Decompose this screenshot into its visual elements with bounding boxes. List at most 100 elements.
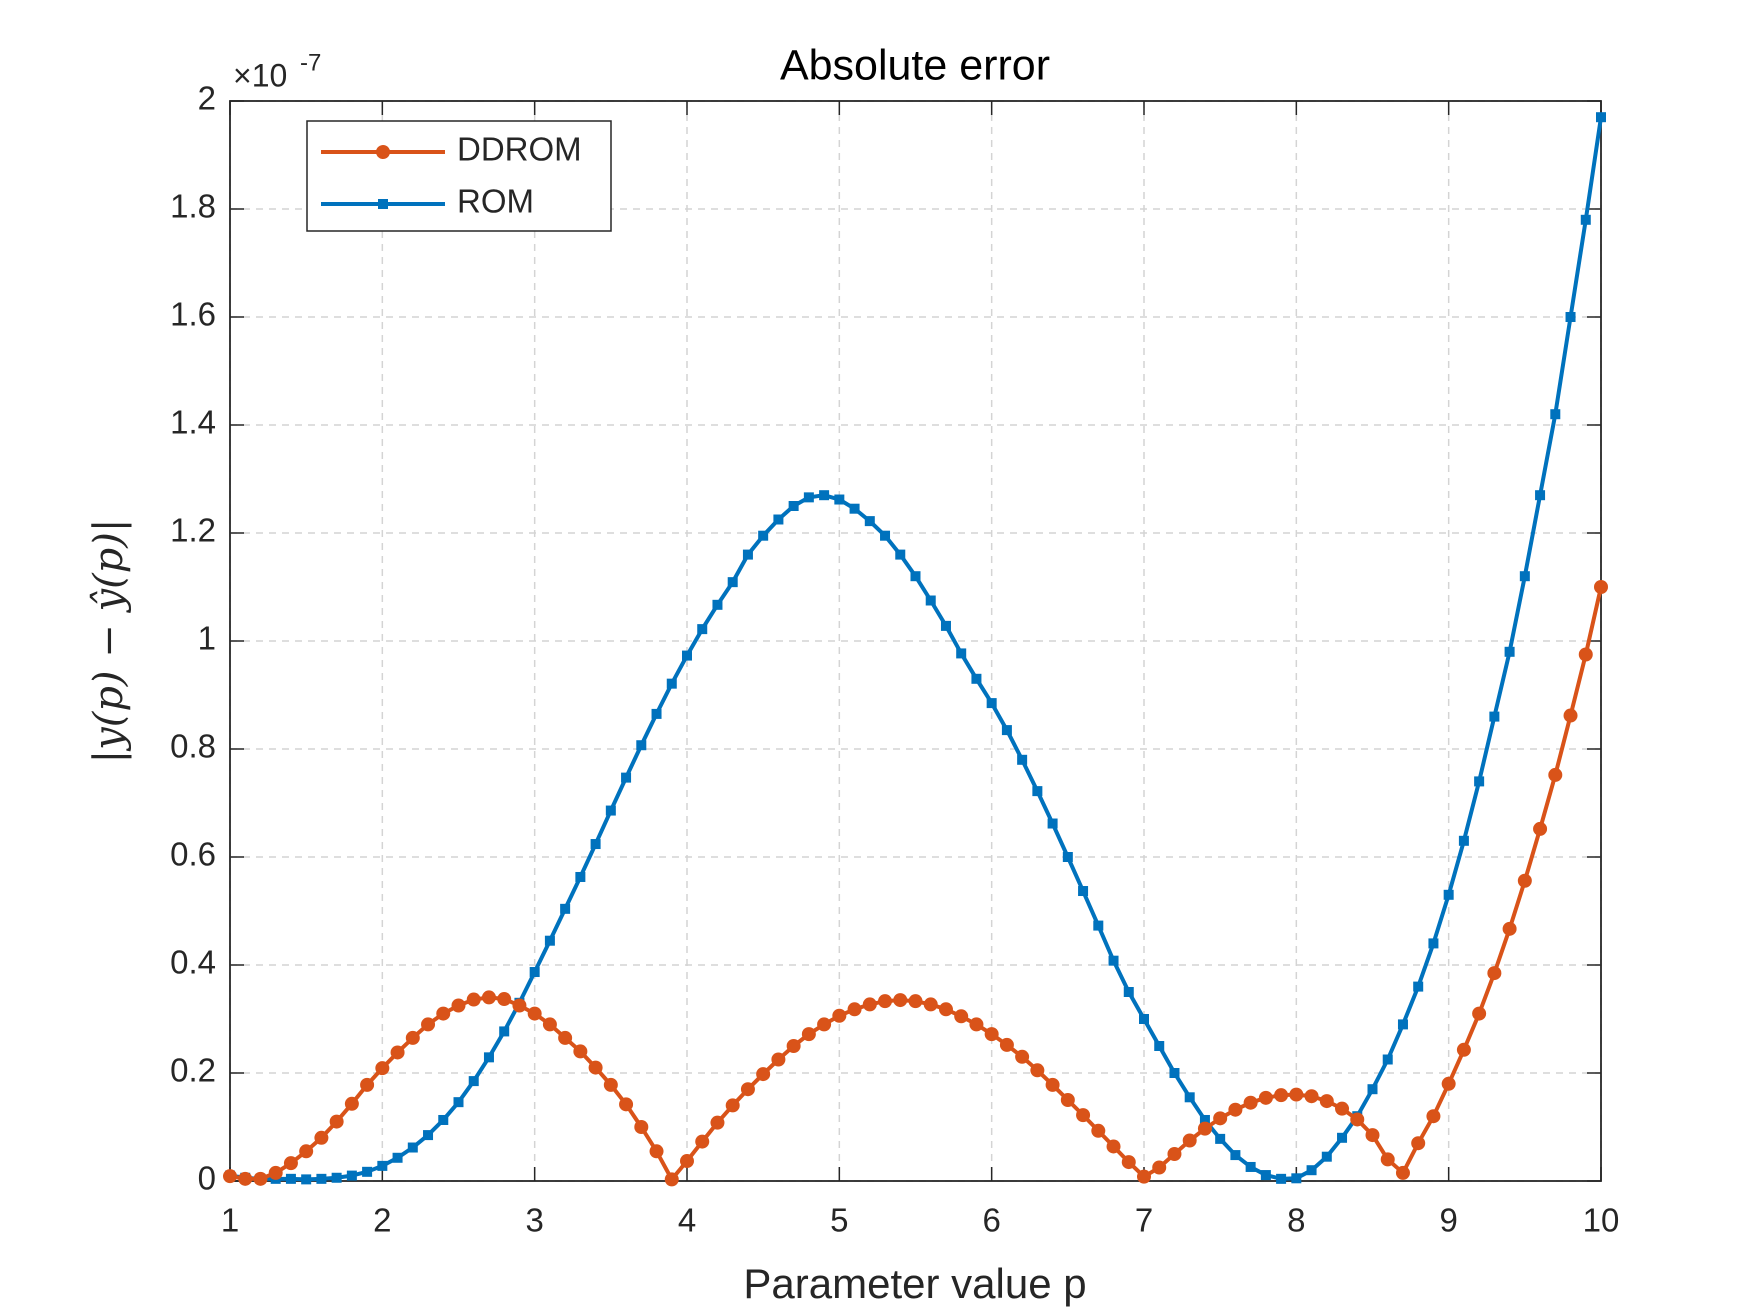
data-point [923,997,938,1012]
data-point [1580,214,1591,225]
data-point [758,530,769,541]
data-point [527,1006,542,1021]
y-tick-label: 0.2 [170,1052,216,1089]
x-tick-label: 3 [525,1202,543,1239]
x-tick-label: 9 [1439,1202,1457,1239]
data-point [1260,1170,1271,1181]
data-point [956,648,967,659]
data-point [1380,1152,1395,1167]
data-point [742,549,753,560]
data-point [969,1017,984,1032]
data-point [1458,835,1469,846]
data-point [925,595,936,606]
legend-marker [376,145,390,159]
data-point [664,1172,679,1187]
data-point [773,514,784,525]
data-point [1441,1076,1456,1091]
data-point [1474,776,1485,787]
data-point [895,549,906,560]
data-point [1182,1133,1197,1148]
data-point [1030,1063,1045,1078]
data-point [360,1077,375,1092]
data-point [316,1173,327,1184]
y-tick-label: 0 [198,1160,216,1197]
data-point [1335,1101,1350,1116]
data-point [1184,1092,1195,1103]
x-tick-label: 2 [373,1202,391,1239]
x-tick-label: 7 [1135,1202,1153,1239]
data-point [1504,646,1515,657]
data-point [862,997,877,1012]
data-point [680,1154,694,1169]
data-point [1197,1121,1212,1136]
data-point [1093,920,1104,931]
data-point [954,1009,969,1024]
data-point [1291,1173,1302,1184]
y-tick-label: 1.8 [170,188,216,225]
data-point [1487,966,1502,981]
data-point [621,772,632,783]
data-point [1139,1014,1149,1024]
data-point [1517,873,1532,888]
data-point [1411,1136,1426,1151]
data-point [727,577,738,588]
data-point [1078,886,1089,897]
y-tick-label: 1.4 [170,404,216,441]
data-point [819,490,830,501]
data-point [575,871,586,882]
data-point [605,805,616,816]
data-point [1154,1041,1165,1051]
data-point [1045,1077,1060,1092]
data-point [223,1169,237,1184]
data-point [910,571,921,582]
data-point [466,992,481,1007]
data-point [1152,1160,1167,1175]
data-point [1108,955,1119,966]
data-point [1397,1019,1408,1030]
data-point [649,1144,664,1159]
data-point [1137,1169,1151,1184]
data-point [1443,889,1454,900]
y-multiplier-base: ×10 [233,57,287,93]
data-point [1276,1173,1287,1184]
data-point [499,1026,510,1037]
data-point [1230,1150,1241,1161]
data-point [908,994,923,1009]
data-point [529,967,540,978]
data-point [438,1114,449,1125]
data-point [329,1114,344,1129]
data-point [468,1076,479,1087]
plot-frame [229,100,1602,1182]
data-point [984,1027,999,1042]
data-point [588,1060,603,1075]
data-point [1091,1123,1106,1138]
data-point [1337,1132,1348,1143]
data-point [847,1002,862,1017]
data-point [1319,1094,1334,1109]
x-tick-label: 4 [678,1202,696,1239]
data-point [695,1134,710,1149]
data-point [573,1044,588,1059]
data-point [1106,1139,1121,1154]
data-point [451,998,466,1013]
data-point [436,1006,451,1021]
data-point [590,839,601,850]
x-tick-label: 1 [221,1202,239,1239]
data-point [1426,1109,1441,1124]
data-point [893,993,908,1008]
data-point [377,1160,388,1171]
data-point [1199,1114,1210,1125]
data-point [1565,312,1576,322]
legend-box [306,120,612,232]
data-point [268,1165,283,1180]
data-point [299,1144,314,1159]
data-point [346,1170,357,1181]
data-point [1350,1112,1365,1127]
data-point [1304,1089,1319,1104]
data-point [1032,786,1043,797]
data-point [712,599,723,610]
data-point [1428,938,1439,949]
data-point [1017,754,1028,765]
y-tick-label: 1.2 [170,512,216,549]
data-point [1167,1147,1182,1161]
